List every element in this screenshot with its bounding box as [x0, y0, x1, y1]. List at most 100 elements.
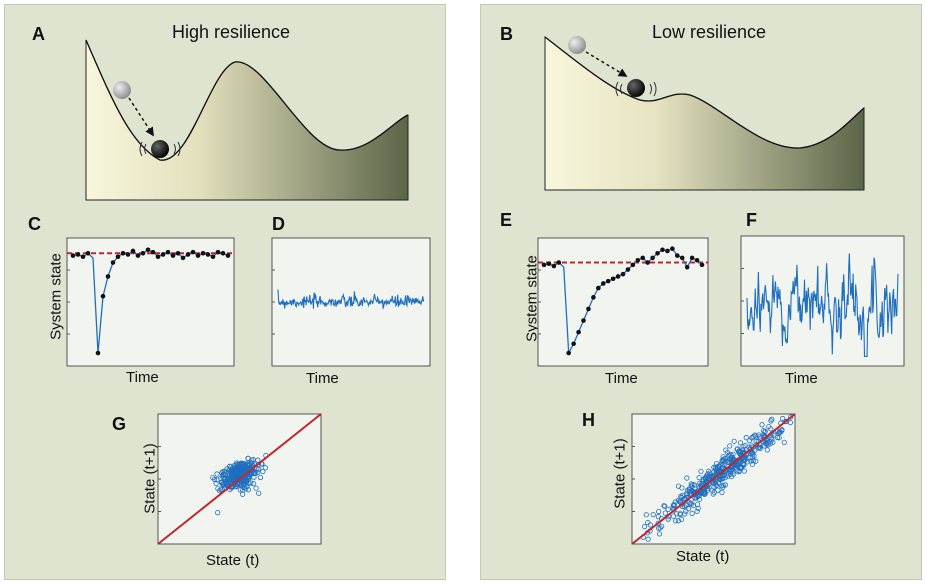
data-point: [605, 278, 611, 284]
landscape-low-fill: [544, 35, 865, 191]
data-point: [215, 249, 221, 255]
scatter-point: [753, 438, 759, 444]
scatter-point: [787, 419, 793, 426]
scatter-point: [727, 443, 733, 449]
data-point: [150, 249, 156, 255]
scatter-point: [723, 458, 729, 464]
ball-gray-icon: [568, 36, 586, 54]
plot-D: [271, 237, 431, 367]
scatter-point: [230, 477, 236, 483]
scatter-point: [215, 510, 221, 516]
data-point: [130, 248, 136, 254]
data-point: [655, 250, 660, 256]
scatter-point: [661, 503, 667, 509]
plot-E: [537, 237, 709, 367]
scatter-point: [763, 441, 769, 447]
scatter-point: [686, 486, 692, 492]
scatter-point: [244, 462, 250, 468]
scatter-point: [762, 428, 768, 434]
scatter-point: [643, 512, 649, 518]
data-point: [541, 262, 547, 268]
scatter-point: [782, 418, 789, 425]
data-point: [170, 253, 176, 258]
noise-series: [746, 253, 899, 358]
data-point: [95, 350, 101, 356]
data-point: [210, 254, 216, 260]
xlabel-F: Time: [785, 370, 818, 387]
scatter-point: [731, 438, 737, 444]
data-point: [75, 252, 81, 257]
data-point: [610, 276, 616, 282]
ball-gray-icon: [113, 81, 131, 99]
data-point: [645, 260, 650, 265]
scatter-point: [752, 432, 758, 438]
scatter-point: [237, 481, 243, 487]
scatter-point: [679, 485, 685, 491]
data-point: [684, 264, 690, 270]
scatter-point: [734, 468, 740, 474]
data-point: [120, 250, 126, 256]
data-point: [571, 341, 576, 347]
scatter-point: [764, 447, 770, 453]
scatter-point: [671, 502, 678, 509]
landscape-high-fill: [85, 39, 409, 201]
data-point: [694, 257, 700, 263]
data-point: [630, 262, 636, 268]
ball-black-icon: [151, 140, 169, 158]
scatter-point: [655, 514, 661, 520]
scatter-point: [740, 461, 747, 467]
scatter-point: [248, 480, 254, 486]
scatter-point: [715, 487, 721, 493]
scatter-point: [771, 432, 777, 438]
ylabel-H: State (t+1): [611, 438, 629, 509]
scatter-point: [256, 490, 262, 496]
scatter-point: [731, 471, 737, 477]
scatter-point: [734, 457, 740, 463]
scatter-point: [260, 468, 266, 475]
scatter-point: [218, 475, 224, 482]
scatter-point: [656, 508, 662, 515]
scatter-point: [224, 479, 230, 485]
scatter-point: [737, 440, 744, 446]
label-A: A: [32, 24, 45, 44]
data-point: [675, 253, 680, 258]
ylabel-G: State (t+1): [141, 443, 159, 514]
scatter-point: [788, 414, 794, 420]
data-point: [135, 253, 141, 258]
xlabel-C: Time: [126, 369, 159, 386]
scatter-point: [665, 516, 671, 522]
data-point: [556, 260, 562, 265]
scatter-point: [733, 462, 739, 468]
scatter-point: [233, 484, 239, 490]
scatter-point: [710, 491, 716, 497]
scatter-point: [712, 480, 718, 486]
scatter-point: [662, 503, 668, 509]
identity-line: [157, 413, 322, 545]
scatter-point: [768, 418, 774, 424]
scatter-point: [720, 482, 726, 488]
scatter-point: [683, 508, 689, 514]
data-point: [180, 255, 186, 261]
data-point: [220, 250, 226, 256]
ball-black-icon: [627, 79, 645, 97]
noise-series: [277, 289, 425, 311]
xlabel-H: State (t): [676, 548, 730, 565]
xlabel-E: Time: [605, 370, 638, 387]
data-point: [699, 262, 705, 268]
scatter-point: [641, 524, 648, 530]
data-point: [625, 267, 631, 272]
label-E: E: [500, 210, 513, 230]
scatter-point: [714, 470, 720, 476]
data-point: [665, 248, 670, 254]
scatter-point: [731, 468, 737, 474]
data-point: [145, 247, 151, 253]
scatter-point: [250, 481, 257, 487]
scatter-point: [245, 487, 252, 493]
scatter-point: [257, 474, 264, 481]
scatter-point: [728, 452, 734, 458]
scatter-point: [211, 476, 218, 482]
identity-line: [631, 413, 796, 545]
scatter-point: [766, 424, 772, 430]
scatter-point: [780, 415, 786, 422]
title-low-resilience: Low resilience: [652, 22, 767, 42]
